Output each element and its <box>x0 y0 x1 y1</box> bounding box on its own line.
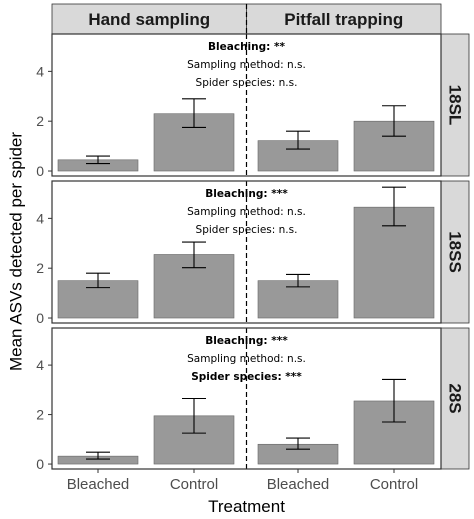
stats-annotation: Spider species: n.s. <box>196 77 298 89</box>
stats-annotation: Sampling method: n.s. <box>187 353 306 365</box>
y-tick-label: 4 <box>36 63 44 79</box>
error-bar <box>286 437 310 450</box>
error-bar <box>86 451 110 460</box>
row-strip <box>440 327 470 470</box>
row-strip-label: 18SL <box>446 85 465 126</box>
y-tick-label: 0 <box>36 310 44 326</box>
error-bar <box>382 186 406 227</box>
row-strip <box>440 180 470 324</box>
panel: 0 2 4 Bleaching: *** Sampling method: n.s. Sp… <box>36 180 442 326</box>
error-bar <box>382 378 406 423</box>
error-bar <box>182 241 206 269</box>
error-bar <box>286 273 310 288</box>
row-strips: 18SL 18SS 28S <box>440 33 470 470</box>
stats-annotation: Spider species: n.s. <box>196 224 298 236</box>
y-tick-label: 2 <box>36 113 44 129</box>
error-bar <box>86 155 110 165</box>
error-bar <box>382 105 406 137</box>
row-strip-label: 18SS <box>446 231 465 273</box>
y-tick-label: 4 <box>36 210 44 226</box>
row-strip-label: 28S <box>446 383 465 413</box>
y-tick-label: 2 <box>36 407 44 423</box>
panel: 0 2 4 Bleaching: *** Sampling method: n.s. Sp… <box>36 327 442 472</box>
column-strip-label: Hand sampling <box>88 10 210 29</box>
error-bar <box>86 272 110 289</box>
panel-border <box>51 33 442 177</box>
x-tick-label: Control <box>170 476 218 493</box>
stats-annotation: Bleaching: ** <box>208 41 285 53</box>
y-tick-label: 0 <box>36 456 44 472</box>
bar <box>153 113 235 172</box>
y-tick-label: 2 <box>36 260 44 276</box>
error-bar <box>182 98 206 128</box>
panel: 0 2 4 Bleaching: ** Sampling method: n.s. Spi… <box>36 33 442 179</box>
panel-border <box>51 327 442 470</box>
y-tick-label: 0 <box>36 163 44 179</box>
error-bar <box>286 130 310 150</box>
stats-annotation: Sampling method: n.s. <box>187 206 306 218</box>
error-bar <box>182 397 206 434</box>
x-axis-title: Treatment <box>208 497 285 516</box>
y-tick-label: 4 <box>36 357 44 373</box>
stats-annotation: Spider species: *** <box>191 371 302 383</box>
column-strips: Hand sampling Pitfall trapping <box>51 3 442 35</box>
stats-annotation: Sampling method: n.s. <box>187 59 306 71</box>
x-axis: Bleached Control Bleached Control <box>67 469 418 493</box>
stats-annotation: Bleaching: *** <box>205 335 288 347</box>
column-strip <box>51 3 247 35</box>
column-strip-label: Pitfall trapping <box>284 10 403 29</box>
x-tick-label: Bleached <box>267 476 330 493</box>
column-strip <box>246 3 442 35</box>
x-tick-label: Control <box>370 476 418 493</box>
y-axis-title: Mean ASVs detected per spider <box>7 132 26 371</box>
x-tick-label: Bleached <box>67 476 130 493</box>
stats-annotation: Bleaching: *** <box>205 188 288 200</box>
panel-border <box>51 180 442 324</box>
panels: 0 2 4 Bleaching: ** Sampling method: n.s. Spi… <box>36 33 442 472</box>
